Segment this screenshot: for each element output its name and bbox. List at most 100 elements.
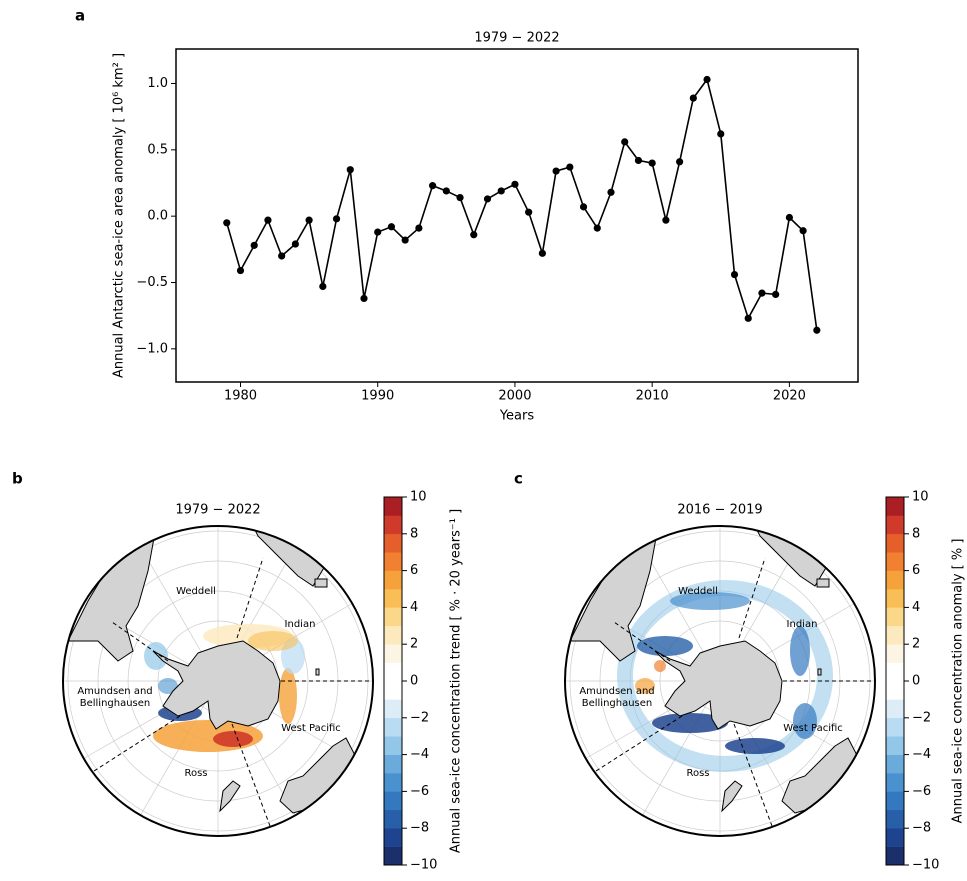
colorbar-bin	[384, 828, 402, 847]
data-point	[593, 224, 601, 232]
ice-anomaly	[652, 713, 728, 733]
colorbar-tick-label: 6	[912, 563, 920, 578]
colorbar-bin	[886, 644, 904, 663]
ice-anomaly	[158, 678, 178, 694]
colorbar-bin	[384, 846, 402, 866]
colorbar-tick-label: 4	[410, 600, 418, 615]
region-label: Weddell	[176, 586, 216, 597]
region-label: Indian	[787, 619, 818, 630]
colorbar-bin	[886, 791, 904, 811]
colorbar-bin	[384, 791, 402, 811]
data-point	[236, 266, 245, 275]
data-point	[346, 166, 354, 174]
island	[314, 578, 328, 588]
colorbar-bin	[384, 625, 402, 645]
colorbar-bin	[384, 736, 402, 755]
region-label: Amundsen and	[77, 686, 152, 697]
colorbar-tick-label: 8	[912, 526, 920, 541]
colorbar-tick-label: −10	[912, 858, 939, 873]
y-tick-label: 1.0	[147, 76, 168, 91]
antarctica	[654, 640, 783, 730]
colorbar-tick-label: 0	[912, 674, 920, 689]
colorbar-tick-label: −10	[410, 858, 437, 873]
colorbar-tick-label: 10	[410, 490, 427, 505]
y-tick-label: −0.5	[136, 275, 168, 290]
data-point	[470, 231, 478, 239]
data-point	[360, 294, 368, 303]
colorbar-bin	[886, 533, 904, 553]
data-point	[744, 314, 752, 322]
x-tick-label: 1980	[224, 389, 257, 404]
colorbar-bin	[384, 552, 402, 571]
data-point	[374, 228, 382, 236]
region-label: Ross	[184, 768, 207, 779]
region-label: Bellinghausen	[582, 698, 653, 709]
data-point	[607, 188, 615, 196]
ice-anomaly	[248, 631, 298, 651]
panel-label: c	[514, 470, 523, 488]
colorbar-bin	[886, 625, 904, 645]
x-axis-label: Years	[499, 409, 535, 424]
colorbar-bin	[886, 570, 904, 590]
graticule	[137, 680, 219, 820]
colorbar-tick-label: 6	[410, 563, 418, 578]
colorbar-tick-label: −6	[410, 784, 429, 799]
data-point	[415, 224, 423, 232]
ice-anomaly	[635, 678, 655, 694]
y-axis-label: Annual Antarctic sea-ice area anomaly [ …	[112, 53, 127, 378]
colorbar-bin	[384, 607, 402, 627]
map-title: 1979 − 2022	[175, 503, 260, 518]
data-point	[511, 180, 519, 188]
region-label: Indian	[285, 619, 316, 630]
colorbar-bin	[886, 552, 904, 571]
chart-title: 1979 − 2022	[474, 31, 559, 46]
colorbar-label: Annual sea-ice concentration trend [ % ·…	[449, 509, 464, 853]
data-point	[264, 216, 272, 224]
new-zealand	[219, 780, 241, 813]
region-label: West Pacific	[281, 723, 341, 734]
region-label: Weddell	[678, 586, 718, 597]
ice-anomaly	[654, 660, 666, 672]
x-tick-label: 1990	[361, 389, 394, 404]
colorbar-bin	[886, 681, 904, 700]
colorbar-bin	[886, 589, 904, 608]
data-point	[387, 223, 396, 231]
colorbar-bin	[384, 570, 402, 590]
colorbar-tick-label: 8	[410, 526, 418, 541]
sector-boundary	[111, 621, 169, 662]
colorbar-bin	[886, 699, 904, 719]
data-point	[525, 208, 533, 216]
colorbar-tick-label: 4	[912, 600, 920, 615]
ice-anomaly	[793, 703, 817, 739]
y-tick-label: 0.0	[147, 209, 168, 224]
data-point	[250, 241, 258, 249]
colorbar-bin	[384, 589, 402, 608]
data-point	[717, 130, 725, 138]
data-point	[730, 270, 739, 279]
data-point	[319, 282, 327, 291]
data-point	[223, 219, 231, 227]
data-point	[676, 158, 684, 166]
data-point	[621, 138, 629, 146]
data-point	[648, 159, 656, 167]
data-point	[813, 326, 821, 334]
colorbar-tick-label: −8	[912, 821, 931, 836]
sector-boundary	[613, 621, 671, 662]
new-zealand	[721, 780, 743, 813]
colorbar-tick-label: 0	[410, 674, 418, 689]
y-tick-label: −1.0	[136, 341, 168, 356]
colorbar-bin	[384, 773, 402, 792]
ice-anomaly	[670, 592, 750, 610]
ice-anomaly	[725, 738, 785, 754]
x-tick-label: 2020	[773, 389, 806, 404]
map-frame	[564, 525, 876, 837]
colorbar-bin	[384, 662, 402, 682]
colorbar-bin	[384, 681, 402, 700]
ice-anomaly	[637, 636, 693, 656]
data-point	[566, 163, 574, 171]
plot-frame	[175, 48, 859, 383]
data-point	[758, 289, 766, 297]
sector-boundary	[236, 557, 264, 639]
data-point	[634, 156, 643, 165]
colorbar-bin	[886, 662, 904, 682]
